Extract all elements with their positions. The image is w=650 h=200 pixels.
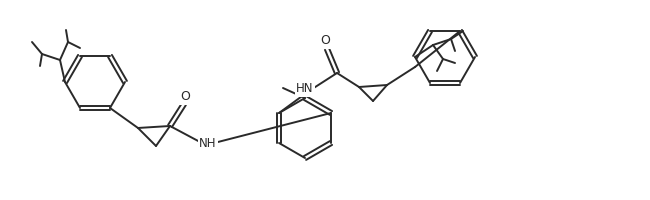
Text: O: O [320,34,330,47]
Text: O: O [180,90,190,103]
Text: HN: HN [296,82,314,96]
Text: NH: NH [200,137,216,150]
